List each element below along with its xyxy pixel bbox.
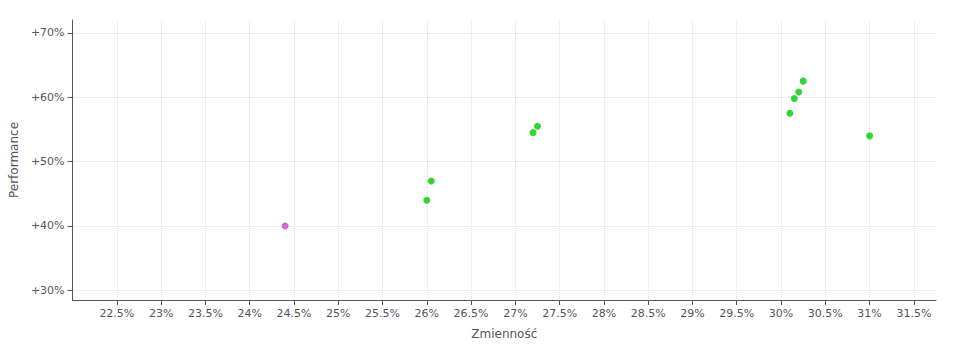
svg-text:28%: 28% bbox=[592, 307, 616, 320]
svg-text:24.5%: 24.5% bbox=[276, 307, 311, 320]
svg-text:23%: 23% bbox=[149, 307, 173, 320]
svg-text:+50%: +50% bbox=[31, 155, 65, 168]
svg-text:30.5%: 30.5% bbox=[808, 307, 843, 320]
svg-text:Zmienność: Zmienność bbox=[471, 327, 537, 341]
svg-text:31.5%: 31.5% bbox=[896, 307, 931, 320]
svg-text:25%: 25% bbox=[326, 307, 350, 320]
svg-text:25.5%: 25.5% bbox=[365, 307, 400, 320]
svg-text:31%: 31% bbox=[857, 307, 881, 320]
svg-text:24%: 24% bbox=[237, 307, 261, 320]
svg-text:+70%: +70% bbox=[31, 26, 65, 39]
svg-text:+30%: +30% bbox=[31, 284, 65, 297]
svg-text:30%: 30% bbox=[769, 307, 793, 320]
svg-text:+40%: +40% bbox=[31, 219, 65, 232]
svg-text:23.5%: 23.5% bbox=[188, 307, 223, 320]
svg-text:Performance: Performance bbox=[7, 122, 21, 198]
svg-text:26.5%: 26.5% bbox=[454, 307, 489, 320]
svg-text:28.5%: 28.5% bbox=[631, 307, 666, 320]
svg-text:27.5%: 27.5% bbox=[542, 307, 577, 320]
svg-text:22.5%: 22.5% bbox=[99, 307, 134, 320]
svg-text:26%: 26% bbox=[415, 307, 439, 320]
svg-text:27%: 27% bbox=[503, 307, 527, 320]
svg-text:29%: 29% bbox=[680, 307, 704, 320]
svg-text:29.5%: 29.5% bbox=[719, 307, 754, 320]
svg-text:+60%: +60% bbox=[31, 91, 65, 104]
